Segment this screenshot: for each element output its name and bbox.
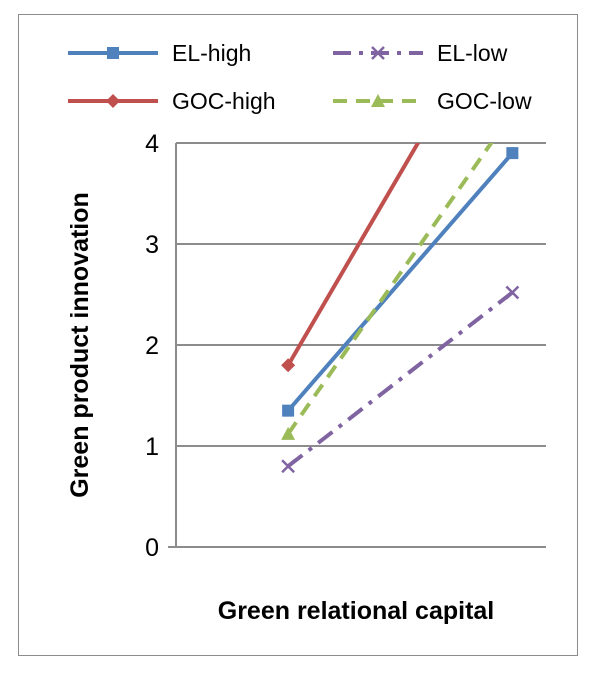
diamond-marker bbox=[106, 94, 120, 108]
square-marker bbox=[282, 404, 295, 417]
legend-item-goc-low: GOC-low bbox=[333, 88, 532, 114]
y-tick-label: 2 bbox=[145, 332, 159, 360]
x-axis-title: Green relational capital bbox=[218, 597, 495, 625]
x-marker bbox=[371, 46, 385, 60]
x-marker bbox=[505, 285, 520, 300]
series-lines bbox=[286, 143, 514, 468]
y-axis-title: Green product innovation bbox=[66, 192, 94, 498]
series-markers bbox=[281, 147, 520, 474]
diamond-marker bbox=[281, 358, 296, 373]
series-line-el-high bbox=[286, 151, 514, 412]
x-marker-stroke bbox=[505, 285, 520, 300]
legend-item-el-low: EL-low bbox=[333, 40, 508, 66]
y-tick-label: 4 bbox=[145, 130, 159, 158]
triangle-marker bbox=[281, 426, 296, 440]
square-marker bbox=[506, 147, 519, 160]
chart-frame bbox=[18, 14, 578, 656]
x-marker-stroke bbox=[281, 459, 296, 474]
series-line-goc-low bbox=[286, 143, 494, 436]
x-marker-stroke bbox=[371, 46, 385, 60]
y-tick-label: 1 bbox=[145, 433, 159, 461]
triangle-marker bbox=[371, 94, 385, 107]
gridlines bbox=[176, 142, 546, 447]
series-line-goc-high bbox=[286, 143, 421, 367]
legend-label: EL-high bbox=[172, 40, 251, 66]
legend-item-goc-high: GOC-high bbox=[68, 88, 276, 114]
square-marker bbox=[107, 47, 119, 59]
series-line-el-low bbox=[286, 290, 514, 468]
axes: 0 1 2 3 4 bbox=[145, 130, 546, 562]
y-tick-label: 0 bbox=[145, 534, 159, 562]
y-tick-label: 3 bbox=[145, 231, 159, 259]
legend-item-el-high: EL-high bbox=[68, 40, 251, 66]
legend-label: GOC-low bbox=[437, 88, 532, 114]
legend-label: EL-low bbox=[437, 40, 508, 66]
legend-label: GOC-high bbox=[172, 88, 276, 114]
legend: EL-high EL-low GOC-high GOC-low bbox=[68, 40, 532, 114]
x-marker bbox=[281, 459, 296, 474]
